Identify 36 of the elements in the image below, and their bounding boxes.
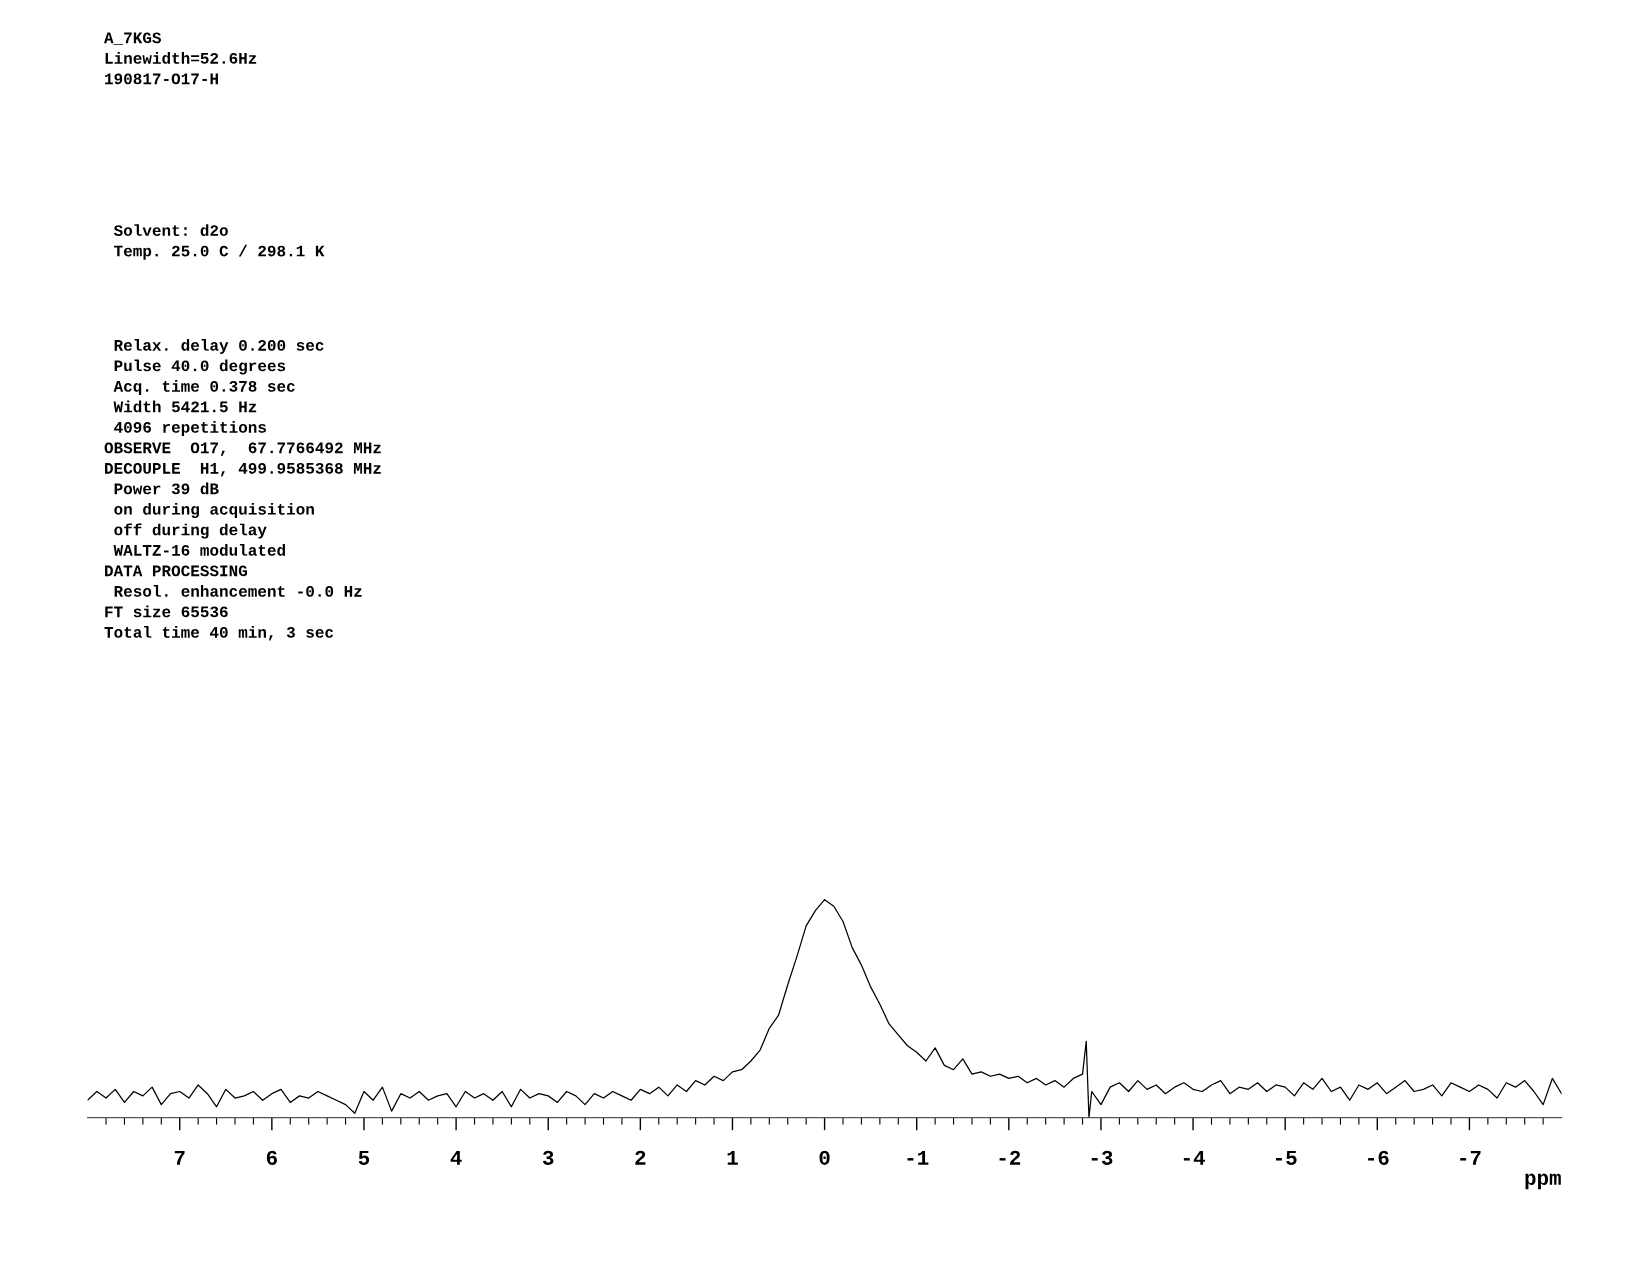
x-tick-label: -7 [1460, 1150, 1481, 1165]
x-tick-label: 0 [819, 1150, 830, 1165]
x-tick-label: 2 [635, 1150, 646, 1165]
x-tick-label: 4 [450, 1150, 462, 1165]
text: 190817-O17-H [105, 73, 218, 85]
x-tick-label: -6 [1368, 1150, 1389, 1165]
text: Linewidth=52.6Hz [105, 52, 257, 64]
text: A_7KGS [104, 32, 162, 45]
text: off during delay [114, 523, 267, 539]
x-tick-label: -5 [1275, 1150, 1297, 1165]
text: Total time 40 min, 3 sec [104, 626, 334, 641]
x-tick-label: 5 [358, 1150, 370, 1165]
text: Acq. time 0.378 sec [113, 380, 295, 395]
x-tick-label: 1 [727, 1150, 738, 1165]
x-tick-label: -3 [1091, 1150, 1113, 1165]
x-tick-label: -2 [999, 1150, 1021, 1165]
text: Resol. enhancement -0.0 Hz [114, 585, 362, 597]
text: FT size 65536 [105, 605, 228, 618]
text: Solvent: d2o [113, 224, 228, 236]
text: DATA PROCESSING [105, 565, 247, 577]
text: 4096 repetitions [114, 421, 266, 436]
x-tick-label: 7 [174, 1150, 185, 1165]
text: OBSERVE O17, 67.7766492 MHz [104, 442, 381, 456]
x-tick-label: 6 [266, 1150, 277, 1165]
x-tick-label: 3 [542, 1150, 554, 1165]
x-tick-label: -4 [1183, 1150, 1205, 1165]
text: DECOUPLE H1, 499.9585368 MHz [105, 462, 381, 477]
text: Power 39 dB [114, 482, 219, 495]
text: on during acquisition [114, 503, 314, 518]
text: Relax. delay 0.200 sec [114, 339, 324, 354]
text: Pulse 40.0 degrees [114, 359, 286, 375]
text: Width 5421.5 Hz [113, 400, 257, 413]
text: WALTZ-16 modulated [113, 544, 286, 556]
x-axis-title: ppm [1525, 1173, 1561, 1190]
text: Temp. 25.0 C / 298.1 K [114, 244, 325, 260]
x-tick-label: -1 [907, 1150, 929, 1165]
